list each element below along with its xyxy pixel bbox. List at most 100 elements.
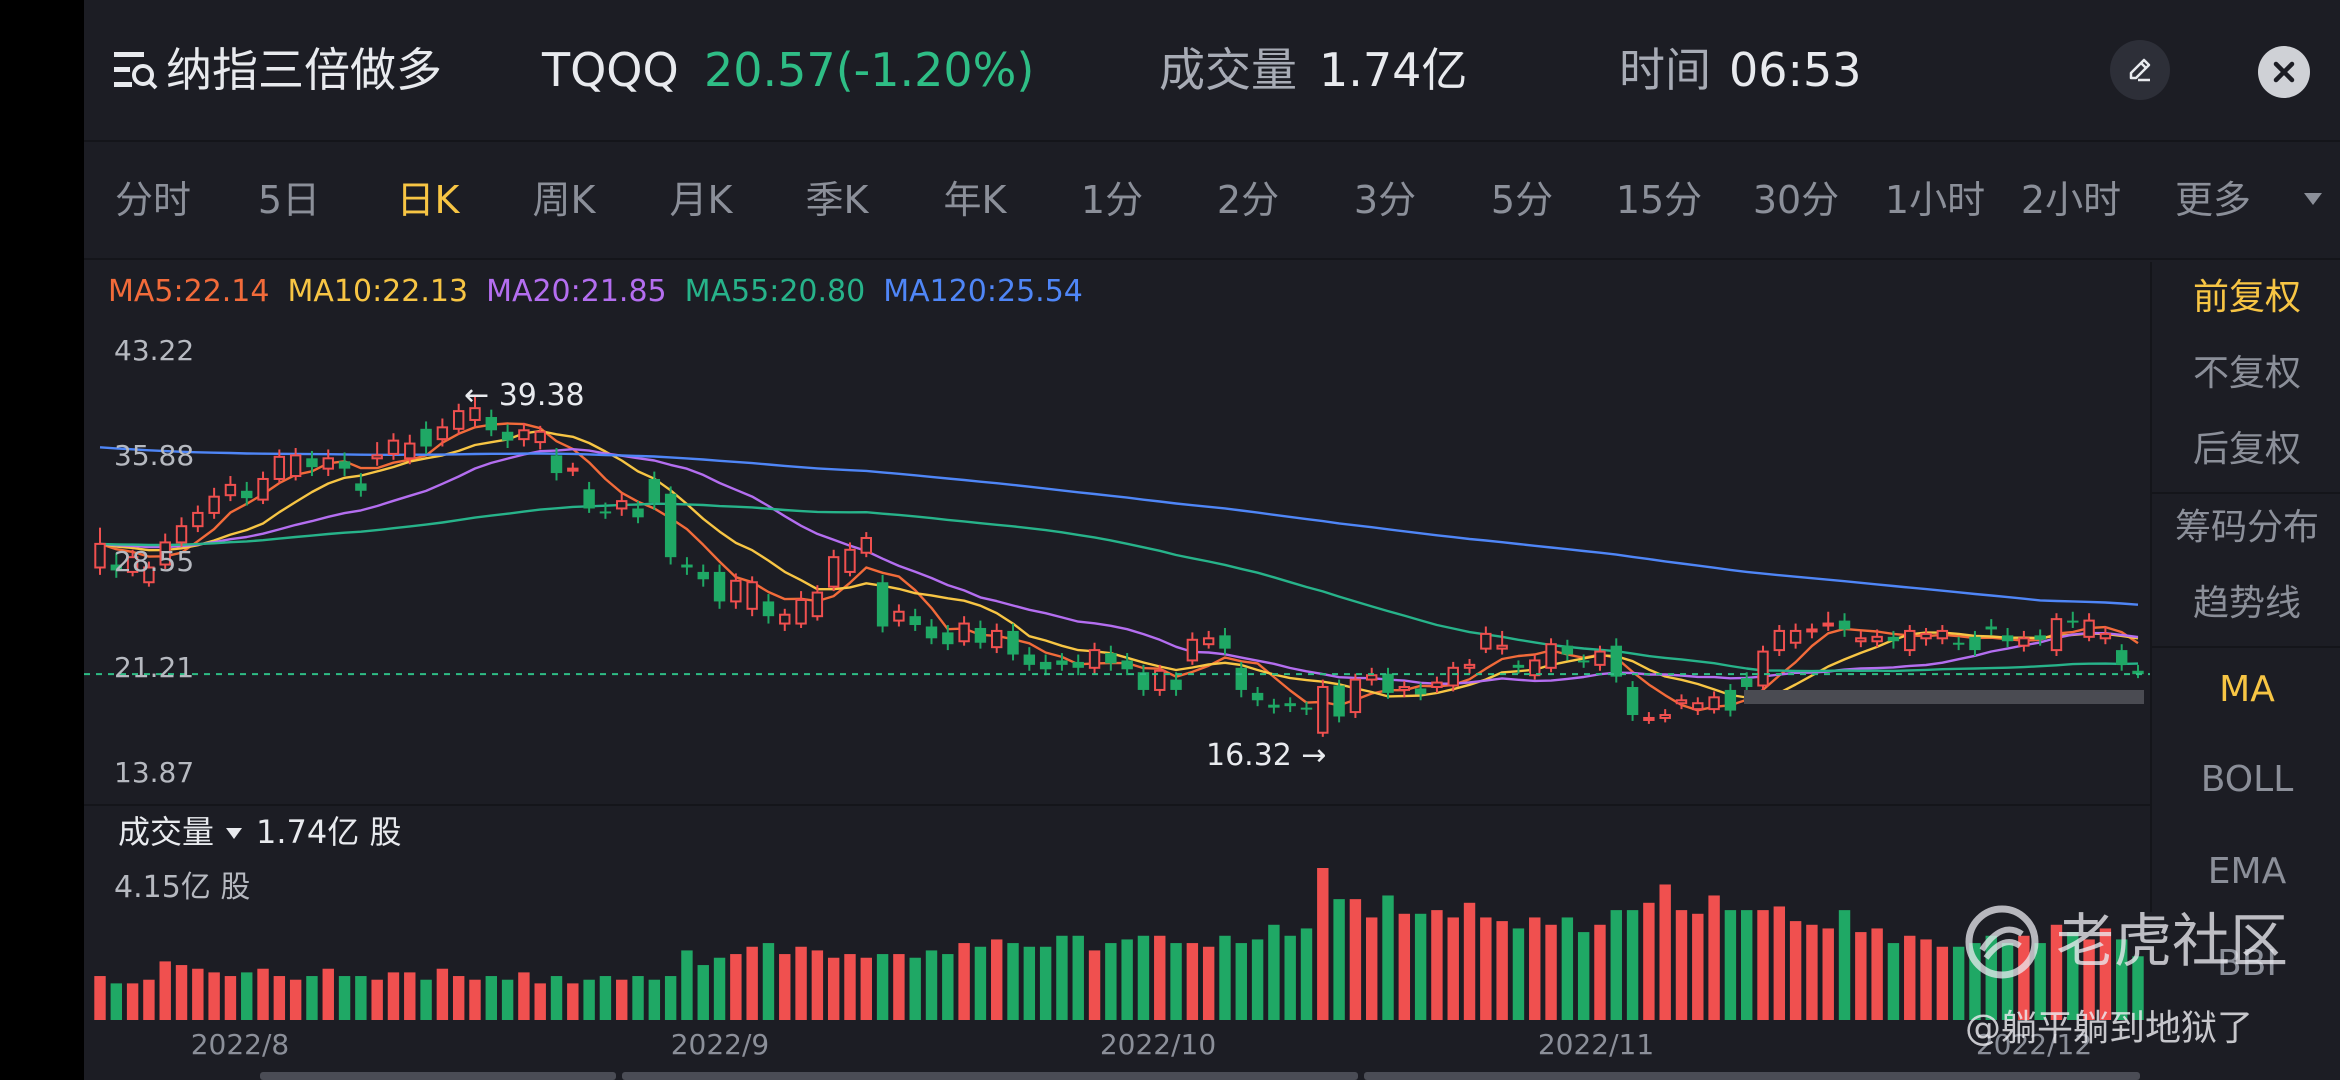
period-tab[interactable]: 5日 bbox=[257, 178, 321, 222]
ma120-label: MA120:25.54 bbox=[883, 274, 1083, 309]
candle bbox=[1121, 653, 1133, 676]
candle bbox=[1398, 681, 1411, 698]
chip-distribution-option[interactable]: 筹码分布 bbox=[2174, 507, 2319, 548]
panel-divider bbox=[2152, 646, 2340, 648]
trendline-option[interactable]: 趋势线 bbox=[2192, 583, 2301, 624]
more-dropdown-icon[interactable] bbox=[2304, 193, 2322, 205]
volume-bar bbox=[1300, 928, 1313, 1020]
period-tab[interactable]: 15分 bbox=[1615, 178, 1703, 222]
volume-bar bbox=[1594, 924, 1606, 1020]
kline-chart[interactable] bbox=[84, 258, 2150, 1078]
candle-body bbox=[1333, 685, 1345, 717]
period-tab[interactable]: 月K bbox=[669, 178, 733, 222]
period-tab[interactable]: 3分 bbox=[1353, 178, 1417, 222]
candle bbox=[648, 471, 661, 510]
candle bbox=[1072, 654, 1084, 676]
edit-button[interactable] bbox=[2110, 40, 2170, 100]
chart-scrollbar[interactable] bbox=[260, 1072, 2140, 1080]
x-axis-label: 2022/11 bbox=[1537, 1028, 1655, 1061]
candle-body bbox=[909, 616, 921, 626]
candle bbox=[1496, 630, 1508, 655]
period-tab[interactable]: 30分 bbox=[1752, 178, 1840, 222]
candle bbox=[534, 425, 546, 450]
adjust-none-option[interactable]: 不复权 bbox=[2192, 353, 2301, 394]
y-tick-label: 28.55 bbox=[114, 545, 195, 578]
indicator-ema[interactable]: EMA bbox=[2207, 851, 2287, 892]
candle bbox=[925, 619, 938, 645]
candle-body bbox=[110, 564, 123, 571]
candle-body bbox=[1871, 635, 1883, 643]
adjust-backward-option[interactable]: 后复权 bbox=[2192, 429, 2301, 470]
period-tab[interactable]: 1分 bbox=[1080, 178, 1144, 222]
volume-bar bbox=[1822, 928, 1834, 1020]
period-tab[interactable]: 2分 bbox=[1216, 178, 1280, 222]
volume-bar bbox=[208, 972, 220, 1020]
close-button[interactable] bbox=[2258, 46, 2310, 98]
candle bbox=[844, 542, 856, 577]
candle-body bbox=[974, 627, 987, 643]
volume-bar bbox=[1170, 943, 1182, 1020]
period-tab[interactable]: 5分 bbox=[1490, 178, 1554, 222]
stock-name[interactable]: 纳指三倍做多 bbox=[166, 43, 442, 97]
candle bbox=[1904, 625, 1916, 657]
period-tab[interactable]: 季K bbox=[805, 178, 869, 222]
period-tab-active[interactable]: 日K bbox=[396, 178, 460, 222]
time-value: 06:53 bbox=[1729, 43, 1862, 97]
indicator-ma[interactable]: MA bbox=[2219, 669, 2275, 710]
volume-bar bbox=[1904, 935, 1916, 1020]
candlesticks bbox=[94, 396, 2144, 737]
scrollbar-segment bbox=[622, 1072, 1358, 1080]
period-tab[interactable]: 年K bbox=[943, 178, 1007, 222]
candle-body bbox=[1577, 660, 1590, 663]
candle-body bbox=[1561, 645, 1574, 655]
candle-body bbox=[518, 429, 530, 441]
volume-bar bbox=[1952, 946, 1965, 1020]
adjust-forward-option[interactable]: 前复权 bbox=[2192, 277, 2301, 318]
candle-body bbox=[1675, 699, 1688, 705]
candle-body bbox=[1039, 661, 1052, 670]
volume-bar bbox=[371, 979, 383, 1020]
candle bbox=[958, 616, 970, 646]
candle-body bbox=[730, 579, 742, 603]
candle bbox=[1626, 681, 1639, 721]
volume-bar bbox=[925, 950, 938, 1020]
candle-body bbox=[192, 511, 204, 528]
period-tab[interactable]: 2小时 bbox=[2020, 178, 2122, 222]
candle-body bbox=[1105, 653, 1117, 664]
candle-body bbox=[1023, 654, 1036, 665]
volume-bar bbox=[876, 954, 889, 1020]
volume-bar bbox=[697, 965, 709, 1020]
volume-bar bbox=[1577, 932, 1590, 1020]
candle-body bbox=[664, 493, 677, 558]
chevron-down-icon bbox=[226, 828, 243, 839]
candle-body bbox=[404, 442, 416, 460]
low-value: 16.32 bbox=[1206, 738, 1292, 773]
candle bbox=[2018, 630, 2030, 652]
menu-search-icon[interactable] bbox=[114, 50, 158, 90]
period-tab[interactable]: 周K bbox=[532, 178, 596, 222]
candle bbox=[1317, 679, 1329, 737]
candle bbox=[664, 486, 677, 565]
candle bbox=[371, 442, 383, 466]
volume-value: 1.74亿 bbox=[1319, 43, 1468, 97]
candle bbox=[991, 623, 1003, 654]
candle bbox=[1936, 625, 1949, 645]
candle-body bbox=[567, 467, 579, 472]
volume-bar bbox=[2083, 939, 2095, 1020]
volume-bar bbox=[1186, 943, 1199, 1020]
period-tab-more[interactable]: 更多 bbox=[2174, 178, 2252, 222]
period-tab[interactable]: 1小时 bbox=[1884, 178, 1986, 222]
indicator-bbi[interactable]: BBI bbox=[2216, 943, 2277, 984]
candle-body bbox=[1545, 643, 1557, 669]
candle bbox=[713, 564, 726, 609]
volume-bar bbox=[1561, 917, 1574, 1020]
volume-header[interactable]: 成交量 1.74亿 股 bbox=[118, 808, 401, 856]
chart-decorations bbox=[84, 673, 2150, 704]
period-tabs: 分时 5日 日K 周K 月K 季K 年K 1分 2分 3分 5分 15分 30分… bbox=[84, 170, 2340, 230]
volume-bar bbox=[1529, 917, 1541, 1020]
volume-bar bbox=[322, 968, 334, 1020]
indicator-boll[interactable]: BOLL bbox=[2200, 759, 2294, 800]
candle bbox=[1577, 654, 1590, 668]
period-tab[interactable]: 分时 bbox=[114, 178, 192, 222]
candle bbox=[1529, 654, 1541, 680]
